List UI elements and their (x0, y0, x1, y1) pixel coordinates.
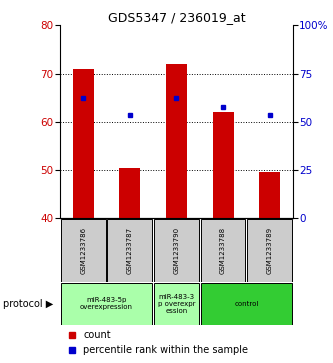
Text: protocol ▶: protocol ▶ (3, 299, 54, 309)
Bar (73, 69, 94, 218)
Text: miR-483-3
p overexpr
ession: miR-483-3 p overexpr ession (158, 294, 195, 314)
Bar (212, 112, 234, 218)
Text: miR-483-5p
overexpression: miR-483-5p overexpression (80, 297, 133, 310)
Bar (119, 167, 141, 218)
FancyBboxPatch shape (154, 283, 199, 325)
Bar (259, 172, 280, 218)
Text: percentile rank within the sample: percentile rank within the sample (83, 345, 248, 355)
Text: GSM1233786: GSM1233786 (80, 227, 86, 274)
FancyBboxPatch shape (61, 283, 152, 325)
Text: count: count (83, 330, 111, 340)
Bar (166, 64, 187, 218)
Text: GSM1233789: GSM1233789 (267, 227, 273, 274)
Text: GSM1233790: GSM1233790 (173, 227, 179, 274)
Text: GSM1233787: GSM1233787 (127, 227, 133, 274)
FancyBboxPatch shape (108, 219, 152, 282)
FancyBboxPatch shape (201, 219, 245, 282)
FancyBboxPatch shape (154, 219, 199, 282)
Text: control: control (234, 301, 259, 307)
FancyBboxPatch shape (201, 283, 292, 325)
FancyBboxPatch shape (247, 219, 292, 282)
Text: GSM1233788: GSM1233788 (220, 227, 226, 274)
FancyBboxPatch shape (61, 219, 106, 282)
Title: GDS5347 / 236019_at: GDS5347 / 236019_at (108, 11, 245, 24)
